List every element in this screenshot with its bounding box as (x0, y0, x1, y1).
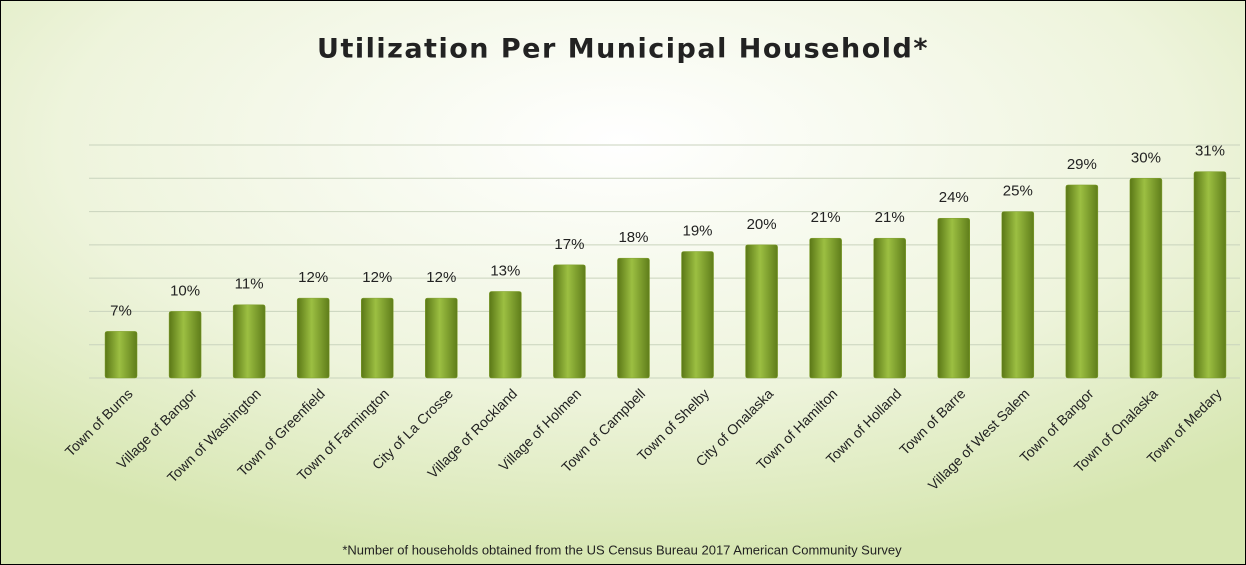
value-label: 12% (426, 269, 456, 286)
bar (168, 311, 202, 379)
value-label: 30% (1131, 149, 1161, 166)
value-label: 19% (683, 222, 713, 239)
bar (425, 297, 458, 379)
value-label: 11% (235, 276, 264, 293)
bar (809, 237, 842, 379)
value-label: 13% (490, 262, 520, 279)
bar (681, 251, 714, 379)
bar (1193, 171, 1227, 379)
bar (1065, 184, 1099, 379)
value-label: 7% (110, 302, 132, 319)
value-label: 24% (939, 189, 969, 206)
value-label: 25% (1003, 183, 1033, 200)
value-label: 10% (170, 282, 200, 299)
value-label: 31% (1195, 143, 1225, 160)
value-label: 17% (554, 236, 584, 253)
value-label: 12% (298, 269, 328, 286)
bar (553, 264, 586, 379)
bar (745, 244, 778, 379)
bar (489, 291, 522, 379)
value-label: 12% (362, 269, 392, 286)
bar (232, 304, 266, 379)
value-label: 21% (875, 209, 905, 226)
bar (104, 331, 138, 379)
bar (296, 297, 330, 379)
bar (937, 217, 970, 379)
bar (1129, 178, 1163, 379)
value-label: 18% (618, 229, 648, 246)
value-label: 21% (811, 209, 841, 226)
bar (1001, 211, 1035, 379)
value-label: 29% (1067, 156, 1097, 173)
bar (361, 297, 394, 379)
bar (617, 257, 650, 379)
footnote: *Number of households obtained from the … (342, 542, 902, 557)
value-label: 20% (747, 216, 777, 233)
chart-title: Utilization Per Municipal Household* (317, 34, 929, 65)
bar (873, 237, 906, 379)
